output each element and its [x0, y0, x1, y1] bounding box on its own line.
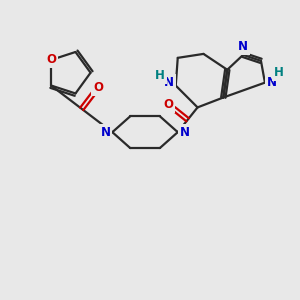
- Text: H: H: [274, 66, 284, 79]
- Text: O: O: [93, 81, 103, 94]
- Text: O: O: [46, 53, 56, 66]
- Text: N: N: [180, 126, 190, 139]
- Text: N: N: [100, 126, 110, 139]
- Text: N: N: [238, 40, 248, 53]
- Text: N: N: [267, 76, 277, 89]
- Text: N: N: [164, 76, 174, 89]
- Text: H: H: [155, 69, 165, 82]
- Text: O: O: [163, 98, 173, 111]
